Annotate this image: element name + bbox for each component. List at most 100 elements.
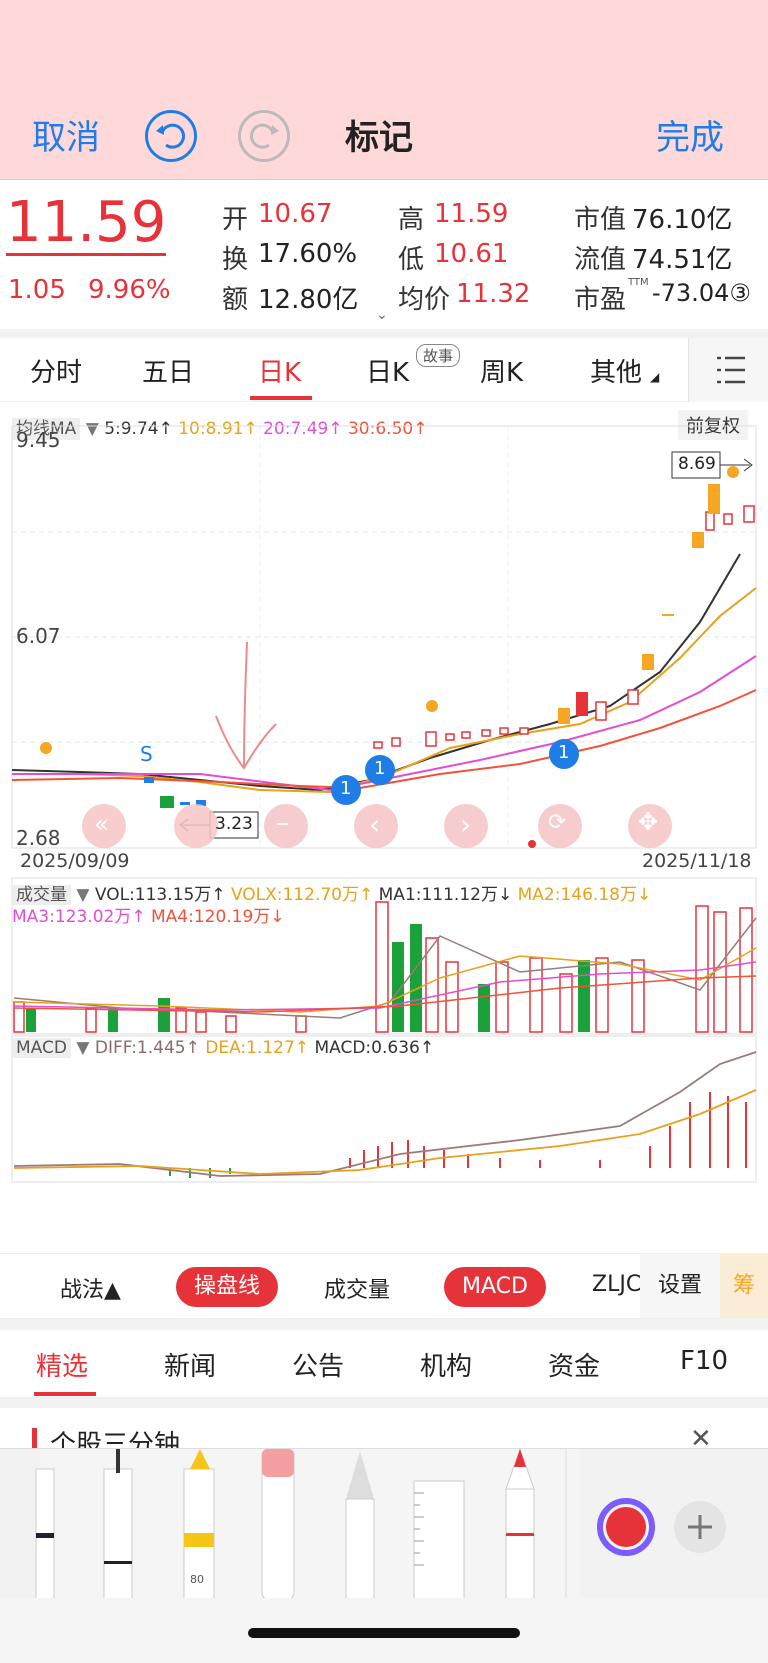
tab-daily-k[interactable]: 日K <box>258 358 302 388</box>
chevron-right-icon[interactable]: › <box>460 808 472 841</box>
tab-fund[interactable]: 资金 <box>548 1352 601 1382</box>
pencil-tool[interactable] <box>342 1449 378 1599</box>
price-change-pct: 9.96% <box>88 275 171 305</box>
move-icon[interactable]: ✥ <box>638 808 659 836</box>
ma20-value: 20:7.49↑ <box>263 419 343 439</box>
tab-intraday[interactable]: 分时 <box>30 358 83 388</box>
last-price: 11.59 <box>6 190 167 256</box>
low-value: 10.61 <box>434 239 509 269</box>
story-badge: 故事 <box>416 344 461 367</box>
tab-five-day[interactable]: 五日 <box>142 358 195 388</box>
signal-marker-2: 1 <box>340 778 352 799</box>
settings-button[interactable]: 设置 <box>640 1254 720 1318</box>
eraser-tool[interactable] <box>258 1449 298 1599</box>
tab-weekly-k[interactable]: 周K <box>480 358 524 388</box>
caopan-button[interactable]: 操盘线 <box>176 1267 278 1307</box>
done-button[interactable]: 完成 <box>656 118 724 158</box>
color-picker-icon[interactable] <box>598 1499 654 1555</box>
y-axis-bottom: 2.68 <box>16 826 61 850</box>
ma10-value: 10:8.91↑ <box>178 419 258 439</box>
macd-dea: DEA:1.127↑ <box>205 1038 310 1058</box>
ruler-tool[interactable] <box>410 1479 468 1599</box>
close-icon[interactable]: ✕ <box>690 1424 712 1454</box>
kline-chart-area[interactable]: 均线MA ▼ 5:9.74↑ 10:8.91↑ 20:7.49↑ 30:6.50… <box>0 402 768 1252</box>
ma30-value: 30:6.50↑ <box>347 419 428 439</box>
undo-icon[interactable] <box>145 110 197 162</box>
y-axis-top: 9.45 <box>16 428 61 452</box>
mktcap-label: 市值 <box>574 205 627 235</box>
signal-marker-3: 1 <box>558 742 570 763</box>
turnover-value: 17.60% <box>258 239 358 269</box>
tab-announcement[interactable]: 公告 <box>292 1352 345 1382</box>
list-menu-icon[interactable] <box>688 338 768 402</box>
vol-dropdown-icon[interactable]: ▼ <box>76 885 90 905</box>
zlj-button[interactable]: ZLJC <box>592 1272 640 1297</box>
open-label: 开 <box>222 205 249 235</box>
y-axis-mid: 6.07 <box>16 624 61 648</box>
float-value: 74.51亿 <box>632 245 733 275</box>
pe-sup: TTM <box>628 277 649 288</box>
pe-label: 市盈 <box>574 285 627 315</box>
avg-label: 均价 <box>398 285 451 315</box>
turnover-label: 换 <box>222 245 249 275</box>
chevron-double-left-icon[interactable]: « <box>94 810 109 838</box>
active-tab-underline <box>250 396 312 400</box>
chou-button[interactable]: 筹 <box>720 1254 768 1318</box>
tab-f10[interactable]: F10 <box>680 1346 729 1376</box>
marker-tool[interactable] <box>180 1449 218 1599</box>
macd-value: MACD:0.636↑ <box>314 1038 435 1058</box>
macd-dropdown-icon[interactable]: ▼ <box>76 1038 90 1058</box>
pen-tray: 80 <box>0 1447 768 1600</box>
markup-toolbar: 取消 标记 完成 <box>0 0 768 180</box>
tab-daily-k-story[interactable]: 日K <box>366 358 410 388</box>
avg-value: 11.32 <box>456 279 531 309</box>
vol-ma4: MA4:120.19万↓ <box>150 907 285 927</box>
add-tool-icon[interactable] <box>672 1499 728 1555</box>
tab-other[interactable]: 其他 <box>590 358 643 388</box>
minus-icon[interactable]: – <box>276 808 289 838</box>
high-price-tag: 8.69 <box>678 454 716 474</box>
crayon-tool[interactable] <box>502 1449 538 1599</box>
rotate-icon[interactable]: ⟳ <box>548 810 567 835</box>
price-change: 1.05 <box>8 275 66 305</box>
redo-icon[interactable] <box>238 110 290 162</box>
card-title: 个股三分钟 <box>50 1430 181 1448</box>
divider <box>0 329 768 338</box>
chevron-left-icon[interactable]: ‹ <box>369 808 381 841</box>
active-news-underline <box>34 1392 96 1396</box>
ma5-value: 5:9.74↑ <box>104 419 173 439</box>
macd-label[interactable]: MACD <box>12 1038 71 1058</box>
vol-label[interactable]: 成交量 <box>12 885 71 905</box>
expand-chevron-icon[interactable]: ⌄ <box>376 307 388 323</box>
macd-button[interactable]: MACD <box>444 1267 546 1307</box>
ma-label[interactable]: 均线MA <box>12 418 81 440</box>
tab-institution[interactable]: 机构 <box>420 1352 473 1382</box>
home-indicator[interactable] <box>248 1628 520 1638</box>
tab-news[interactable]: 新闻 <box>164 1352 217 1382</box>
tab-featured[interactable]: 精选 <box>36 1352 89 1382</box>
zhanfa-button[interactable]: 战法▲ <box>60 1278 121 1303</box>
x-axis-start: 2025/09/09 <box>20 850 130 872</box>
marker-width-label: 80 <box>190 1573 204 1586</box>
macd-diff: DIFF:1.445↑ <box>94 1038 200 1058</box>
cancel-button[interactable]: 取消 <box>32 118 100 158</box>
news-tabs: 精选 新闻 公告 机构 资金 F10 <box>0 1330 768 1398</box>
divider <box>0 1398 768 1408</box>
vol-ma3: MA3:123.02万↑ <box>12 907 146 927</box>
divider <box>0 1319 768 1330</box>
low-label: 低 <box>398 245 425 275</box>
vol-value: VOL:113.15万↑ <box>94 885 226 905</box>
low-price-tag: 3.23 <box>215 814 253 834</box>
pe-value: -73.04③ <box>652 279 751 307</box>
volume-indicator-button[interactable]: 成交量 <box>324 1278 391 1303</box>
mktcap-value: 76.10亿 <box>632 205 733 235</box>
indicator-toolbar: 战法▲ 操盘线 成交量 MACD ZLJC 设置 筹 <box>0 1253 768 1319</box>
home-indicator-area <box>0 1598 768 1663</box>
high-label: 高 <box>398 205 425 235</box>
ma-dropdown-icon[interactable]: ▼ <box>85 419 99 439</box>
float-label: 流值 <box>574 245 627 275</box>
period-tabs: 分时 五日 日K 日K 故事 周K 其他 ◢ <box>0 338 768 402</box>
pen-tool[interactable] <box>100 1449 136 1599</box>
vol-ma1: MA1:111.12万↓ <box>378 885 513 905</box>
adjust-button[interactable]: 前复权 <box>678 410 748 440</box>
